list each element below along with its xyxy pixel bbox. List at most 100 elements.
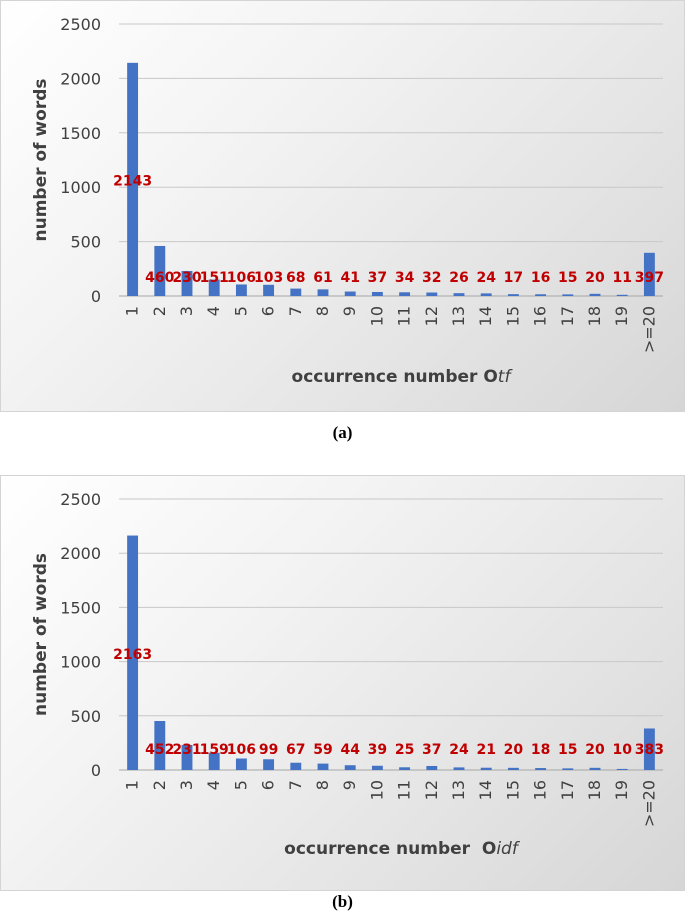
x-tick-label: 5 — [231, 780, 250, 790]
data-label: 37 — [368, 270, 387, 286]
x-tick-label: 6 — [259, 780, 278, 790]
x-axis-title-main: occurrence number O — [292, 367, 498, 387]
y-tick-label: 1000 — [60, 178, 101, 197]
bar-chart-a: 0500100015002000250021431460223031514106… — [31, 15, 664, 387]
x-tick-label: 10 — [367, 306, 386, 326]
y-axis-title: number of words — [31, 79, 51, 242]
x-tick-label: 15 — [503, 780, 522, 800]
chart-panel-a: 0 500 1000 1500 2000 2500 2143 1 460 2 230 3 151 4 106… — [0, 0, 685, 412]
bar — [344, 291, 356, 296]
bar — [154, 245, 166, 296]
data-label: 24 — [449, 742, 469, 758]
data-label: 231 — [172, 742, 201, 758]
x-tick-label: 4 — [204, 780, 223, 790]
bar — [480, 767, 492, 770]
data-label: 18 — [531, 742, 550, 758]
y-axis-title: number of words — [31, 553, 51, 716]
x-tick-label: 3 — [177, 780, 196, 790]
bar — [181, 744, 193, 770]
x-axis-title: occurrence number Otf — [292, 367, 514, 387]
data-label: 32 — [422, 270, 441, 286]
bar — [263, 759, 275, 770]
y-tick-label: 1000 — [60, 653, 101, 672]
x-tick-label: 11 — [395, 780, 414, 800]
bar — [399, 767, 411, 770]
x-tick-label: 8 — [313, 306, 332, 316]
x-tick-label: 16 — [531, 306, 550, 326]
bar — [290, 288, 302, 296]
data-label: 20 — [585, 742, 605, 758]
bar — [208, 752, 220, 770]
x-tick-label: 9 — [340, 306, 359, 316]
data-label: 20 — [504, 742, 524, 758]
data-label: 25 — [395, 742, 414, 758]
x-tick-label: 19 — [612, 780, 631, 800]
bar — [562, 768, 574, 770]
bar — [507, 767, 519, 770]
bar — [643, 252, 655, 296]
y-tick-label: 2500 — [60, 490, 101, 509]
bar — [535, 294, 547, 296]
data-label: 2143 — [113, 173, 152, 189]
bar — [127, 62, 139, 296]
bar — [480, 293, 492, 296]
x-tick-label: 14 — [476, 780, 495, 800]
data-label: 39 — [368, 742, 387, 758]
y-tick-label: 0 — [91, 761, 101, 780]
x-tick-label: 5 — [231, 306, 250, 316]
x-tick-label: 3 — [177, 306, 196, 316]
bar — [235, 758, 247, 770]
x-tick-label: 2 — [150, 306, 169, 316]
panel-caption-b: (b) — [332, 892, 353, 911]
bar — [453, 293, 465, 296]
y-tick-label: 2000 — [60, 69, 101, 88]
bar — [616, 294, 628, 296]
bar — [317, 289, 329, 296]
y-tick-label: 1500 — [60, 598, 101, 617]
data-label: 383 — [635, 742, 664, 758]
x-tick-label: 13 — [449, 306, 468, 326]
data-label: 26 — [449, 270, 468, 286]
x-tick-label: >=20 — [639, 306, 658, 353]
bar-chart-b: 0500100015002000250021631452223131594106… — [31, 490, 664, 859]
bar — [589, 293, 601, 296]
bar — [426, 292, 438, 296]
data-label: 68 — [286, 270, 305, 286]
x-axis-title-main: occurrence number O — [284, 839, 496, 859]
x-tick-label: >=20 — [639, 780, 658, 827]
bar — [399, 292, 411, 296]
x-axis-title: occurrence number Oidf — [284, 839, 521, 859]
y-tick-label: 0 — [91, 287, 101, 306]
x-tick-label: 7 — [286, 780, 305, 790]
x-tick-label: 9 — [340, 780, 359, 790]
data-label: 460 — [145, 270, 174, 286]
bar — [589, 767, 601, 770]
data-label: 11 — [612, 270, 631, 286]
x-tick-label: 12 — [422, 306, 441, 326]
x-tick-label: 11 — [395, 306, 414, 326]
bar — [263, 284, 275, 296]
bar — [535, 768, 547, 770]
data-label: 10 — [612, 742, 632, 758]
x-tick-label: 16 — [531, 780, 550, 800]
data-label: 15 — [558, 270, 577, 286]
data-label: 2163 — [113, 647, 152, 663]
bar — [453, 767, 465, 770]
bar — [317, 763, 329, 770]
y-tick-label: 500 — [70, 707, 101, 726]
bar — [344, 765, 356, 770]
data-label: 452 — [145, 742, 174, 758]
data-label: 24 — [476, 270, 496, 286]
y-tick-label: 2500 — [60, 15, 101, 34]
y-tick-label: 1500 — [60, 124, 101, 143]
x-tick-label: 8 — [313, 780, 332, 790]
data-label: 16 — [531, 270, 550, 286]
data-label: 397 — [635, 270, 664, 286]
data-label: 15 — [558, 742, 577, 758]
x-tick-label: 6 — [259, 306, 278, 316]
data-label: 106 — [227, 742, 256, 758]
x-tick-label: 7 — [286, 306, 305, 316]
x-tick-label: 2 — [150, 780, 169, 790]
x-axis-title-suffix: idf — [496, 839, 521, 859]
x-tick-label: 13 — [449, 780, 468, 800]
